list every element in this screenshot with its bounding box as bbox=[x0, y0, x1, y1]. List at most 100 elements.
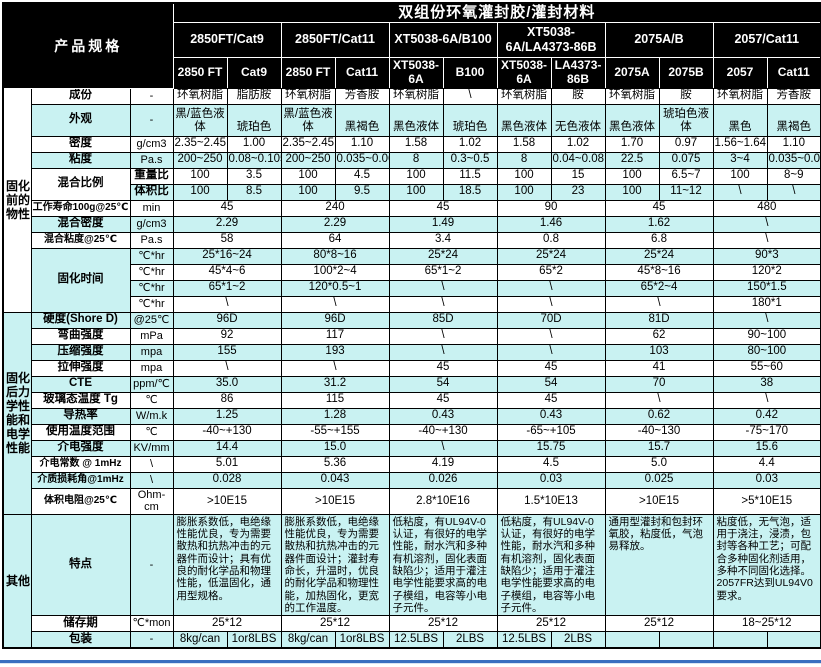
row-label: 成份 bbox=[30, 87, 131, 105]
row-compressive-strength: 压缩强度 mpa 155 193 \ \ 103 80~100 bbox=[3, 343, 821, 361]
value-cell: 25*12 bbox=[280, 615, 390, 633]
value-cell: 103 bbox=[604, 343, 714, 361]
value-cell: 0.42 bbox=[712, 407, 821, 425]
corner-product-spec-label: 产品规格 bbox=[2, 2, 174, 89]
unit-cell: ℃*hr bbox=[129, 263, 174, 281]
value-cell: 100 bbox=[388, 167, 444, 185]
bottom-accent-line-shadow bbox=[0, 663, 821, 664]
row-label: 特点 bbox=[30, 513, 131, 617]
value-cell: 5.01 bbox=[172, 455, 282, 473]
unit-cell: 体积比 bbox=[129, 183, 174, 201]
value-cell: 0.43 bbox=[388, 407, 498, 425]
unit-cell: \ bbox=[129, 455, 174, 473]
value-cell: 琥珀色液体 bbox=[658, 103, 714, 137]
value-cell: 4.5 bbox=[496, 455, 606, 473]
unit-cell: - bbox=[129, 513, 174, 617]
value-cell: 31.2 bbox=[280, 375, 390, 393]
value-cell: 90 bbox=[496, 199, 606, 217]
value-cell: 2.8*10E16 bbox=[388, 487, 498, 515]
row-shelf-life: 储存期 ℃*mon 25*12 25*12 25*12 25*12 25*12 … bbox=[3, 615, 821, 633]
unit-cell: mpa bbox=[129, 359, 174, 377]
value-cell: 黑色液体 bbox=[496, 103, 552, 137]
unit-cell: ℃*hr bbox=[129, 279, 174, 297]
value-cell: 65*1~2 bbox=[388, 263, 498, 281]
value-cell: 45 bbox=[604, 199, 714, 217]
value-cell: 9.5 bbox=[334, 183, 390, 201]
value-cell: 1or8LBS bbox=[334, 631, 390, 649]
value-cell: 11.5 bbox=[442, 167, 498, 185]
value-cell: >5*10E15 bbox=[712, 487, 821, 515]
value-cell: 5.0 bbox=[604, 455, 714, 473]
row-label: 弯曲强度 bbox=[30, 327, 131, 345]
row-label: 压缩强度 bbox=[30, 343, 131, 361]
feature-text-cell: 膨胀系数低，电绝缘性能优良，专为需要散热和抗热冲击的元器件而设计；具有优良的耐化… bbox=[172, 513, 282, 617]
value-cell: 8~9 bbox=[766, 167, 821, 185]
value-cell: \ bbox=[604, 295, 714, 313]
value-cell: 155 bbox=[172, 343, 282, 361]
value-cell: 180*1 bbox=[712, 295, 821, 313]
unit-cell: ppm/℃ bbox=[129, 375, 174, 393]
row-title: 产品规格 双组份环氧灌封胶/灌封材料 bbox=[2, 2, 821, 89]
row-label: 工作寿命100g@25℃ bbox=[30, 199, 131, 217]
product-column-header: 2075B bbox=[658, 56, 714, 89]
row-label: 拉伸强度 bbox=[30, 359, 131, 377]
row-label: 玻璃态温度 Tg bbox=[30, 391, 131, 409]
value-cell: -55~+155 bbox=[280, 423, 390, 441]
value-cell: 14.4 bbox=[172, 439, 282, 457]
value-cell: 54 bbox=[496, 375, 606, 393]
value-cell: \ bbox=[172, 295, 282, 313]
value-cell: 25*24 bbox=[496, 247, 606, 265]
feature-text-cell: 粘度低，无气泡，适用于浇注，浸渍，包封等各种工艺；可配合多种固化剂适用，多种不同… bbox=[712, 513, 821, 617]
value-cell: 1.00 bbox=[226, 135, 282, 153]
value-cell: 45 bbox=[496, 391, 606, 409]
row-group-headers: 2850FT/Cat9 2850FT/Cat11 XT5038-6A/B100 … bbox=[3, 21, 821, 58]
row-label: 硬度(Shore D) bbox=[30, 311, 131, 329]
value-cell: 0.08~0.105 bbox=[226, 151, 282, 169]
value-cell: 45*8~16 bbox=[604, 263, 714, 281]
value-cell: 15.0 bbox=[280, 439, 390, 457]
product-column-header: 2075A bbox=[604, 56, 660, 89]
value-cell: 11~12 bbox=[658, 183, 714, 201]
value-cell: 0.8 bbox=[496, 231, 606, 249]
unit-cell: mpa bbox=[129, 343, 174, 361]
value-cell bbox=[604, 631, 660, 649]
value-cell: \ bbox=[388, 327, 498, 345]
value-cell: 45 bbox=[388, 391, 498, 409]
value-cell: 0.025 bbox=[604, 471, 714, 489]
value-cell: 8.5 bbox=[226, 183, 282, 201]
value-cell: \ bbox=[172, 359, 282, 377]
product-column-header: LA4373-86B bbox=[550, 56, 606, 89]
value-cell: \ bbox=[766, 183, 821, 201]
value-cell: 12.5LBS bbox=[496, 631, 552, 649]
value-cell: >10E15 bbox=[280, 487, 390, 515]
value-cell: \ bbox=[496, 295, 606, 313]
group-header: 2075A/B bbox=[604, 21, 714, 58]
row-label: 导热率 bbox=[30, 407, 131, 425]
value-cell: 25*12 bbox=[172, 615, 282, 633]
value-cell: \ bbox=[388, 295, 498, 313]
value-cell: 45 bbox=[496, 359, 606, 377]
value-cell: \ bbox=[496, 343, 606, 361]
value-cell: 0.97 bbox=[658, 135, 714, 153]
value-cell: 黑/蓝色液体 bbox=[280, 103, 336, 137]
feature-text-cell: 膨胀系数低，电绝缘性能优良，专为需要散热和抗热冲击的元器件面设计；灌封寿命长，升… bbox=[280, 513, 390, 617]
row-label-cure-time: 固化时间 bbox=[30, 247, 131, 313]
group-header: 2850FT/Cat9 bbox=[172, 21, 282, 58]
value-cell: 18~25*12 bbox=[712, 615, 821, 633]
row-dielectric-strength: 介电强度 KV/mm 14.4 15.0 \ 15.75 15.7 15.6 bbox=[3, 439, 821, 457]
product-column-header: Cat9 bbox=[226, 56, 282, 89]
row-label-mix-ratio: 混合比例 bbox=[30, 167, 131, 201]
value-cell bbox=[712, 631, 768, 649]
value-cell: 86 bbox=[172, 391, 282, 409]
value-cell: 70D bbox=[496, 311, 606, 329]
row-tensile-strength: 拉伸强度 mpa \ \ 45 45 41 55~60 bbox=[3, 359, 821, 377]
category-pre-cure-properties: 固化前的物性 bbox=[2, 87, 32, 313]
value-cell: \ bbox=[280, 359, 390, 377]
value-cell: 120*0.5~1 bbox=[280, 279, 390, 297]
row-dissipation-factor: 介质损耗角@1mHz \ 0.028 0.043 0.026 0.03 0.02… bbox=[3, 471, 821, 489]
value-cell: 240 bbox=[280, 199, 390, 217]
value-cell: -40~130 bbox=[604, 423, 714, 441]
value-cell: 0.03 bbox=[496, 471, 606, 489]
value-cell: 1.5*10E13 bbox=[496, 487, 606, 515]
value-cell: 胺 bbox=[658, 87, 714, 105]
